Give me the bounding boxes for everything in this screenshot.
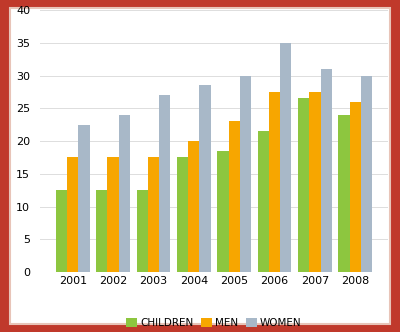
Bar [56,190,67,272]
Bar [320,69,332,272]
Bar [188,141,200,272]
Bar [67,157,78,272]
Bar [148,157,159,272]
Bar [350,102,361,272]
Bar [96,190,108,272]
Bar [108,157,119,272]
Bar [298,99,309,272]
Bar [119,115,130,272]
Bar [240,76,251,272]
Bar [217,151,228,272]
Bar [309,92,320,272]
Bar [228,122,240,272]
Bar [200,85,211,272]
Bar [258,131,269,272]
Bar [280,43,292,272]
Bar [136,190,148,272]
Bar [159,95,170,272]
Bar [338,115,350,272]
Bar [361,76,372,272]
Legend: CHILDREN, MEN, WOMEN: CHILDREN, MEN, WOMEN [122,314,306,332]
Bar [78,125,90,272]
Bar [269,92,280,272]
Bar [177,157,188,272]
